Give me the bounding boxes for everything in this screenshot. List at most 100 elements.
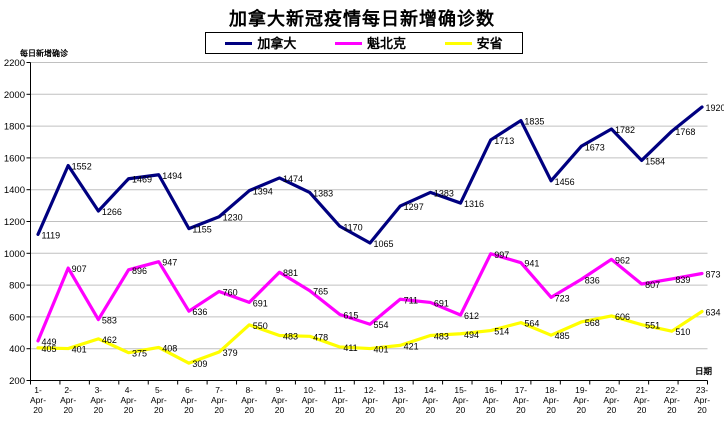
data-label-quebec: 554 <box>374 320 389 330</box>
quebec-line-swatch-icon <box>334 41 362 45</box>
y-axis-tick-label: 1400 <box>4 185 25 196</box>
data-label-canada: 1584 <box>645 156 665 166</box>
x-axis-label: 20 <box>607 405 617 415</box>
data-label-ontario: 510 <box>675 327 690 337</box>
x-axis-label: 20 <box>305 405 315 415</box>
data-label-canada: 1230 <box>223 213 243 223</box>
data-label-quebec: 760 <box>223 287 238 297</box>
data-label-ontario: 483 <box>434 332 449 342</box>
data-label-canada: 1713 <box>494 136 514 146</box>
x-axis-label: 20 <box>275 405 285 415</box>
y-axis-tick-label: 1000 <box>4 249 25 260</box>
data-label-ontario: 421 <box>404 341 419 351</box>
data-label-ontario: 634 <box>706 307 721 317</box>
legend-item-ontario: 安省 <box>444 37 503 50</box>
x-axis-label: 20 <box>94 405 104 415</box>
x-axis-label: Apr- <box>694 395 710 405</box>
x-axis-label: Apr- <box>121 395 137 405</box>
data-label-canada: 1494 <box>162 171 182 181</box>
data-label-ontario: 408 <box>162 343 177 353</box>
x-axis-label: 20 <box>456 405 466 415</box>
x-axis-label: 20 <box>486 405 496 415</box>
data-label-canada: 1768 <box>675 127 695 137</box>
data-label-quebec: 907 <box>72 264 87 274</box>
x-axis-label: 9- <box>276 385 284 395</box>
x-axis-label: Apr- <box>60 395 76 405</box>
data-label-quebec: 615 <box>343 311 358 321</box>
x-axis-label: Apr- <box>271 395 287 405</box>
data-label-canada: 1383 <box>313 188 333 198</box>
x-axis-label: Apr- <box>362 395 378 405</box>
data-label-canada: 1474 <box>283 174 303 184</box>
x-axis-label: Apr- <box>151 395 167 405</box>
x-axis-label: 2- <box>64 385 72 395</box>
legend-item-canada: 加拿大 <box>225 37 296 50</box>
ontario-line-swatch-icon <box>444 41 472 45</box>
data-label-ontario: 462 <box>102 335 117 345</box>
x-axis-label: 20 <box>516 405 526 415</box>
data-label-canada: 1394 <box>253 187 273 197</box>
x-axis-label: 20- <box>605 385 617 395</box>
x-axis-label: Apr- <box>664 395 680 405</box>
x-axis-label: 16- <box>485 385 497 395</box>
x-axis-label: 11- <box>334 385 346 395</box>
y-axis-tick-label: 2200 <box>4 58 25 69</box>
y-axis-tick-label: 1800 <box>4 122 25 133</box>
x-axis-label: Apr- <box>211 395 227 405</box>
x-axis-label: 20 <box>214 405 224 415</box>
y-axis-tick-label: 600 <box>9 312 25 323</box>
x-axis-label: 21- <box>635 385 647 395</box>
data-label-quebec: 881 <box>283 268 298 278</box>
data-label-ontario: 550 <box>253 321 268 331</box>
x-axis-label: Apr- <box>573 395 589 405</box>
legend-label-canada: 加拿大 <box>257 35 297 51</box>
x-axis-label: Apr- <box>332 395 348 405</box>
data-label-ontario: 411 <box>343 343 357 353</box>
x-axis-label: 23- <box>696 385 708 395</box>
data-label-canada: 1456 <box>555 177 575 187</box>
x-axis-label: 20 <box>426 405 436 415</box>
data-label-canada: 1316 <box>464 199 484 209</box>
y-axis-tick-label: 2000 <box>4 90 25 101</box>
data-label-quebec: 962 <box>615 255 630 265</box>
data-label-canada: 1920 <box>706 103 724 113</box>
x-axis-label: 18- <box>545 385 557 395</box>
data-label-ontario: 606 <box>615 312 630 322</box>
data-label-quebec: 997 <box>494 250 509 260</box>
x-axis-label: 20 <box>33 405 43 415</box>
legend: 加拿大 魁北克 安省 <box>205 32 523 54</box>
x-axis-label: 20 <box>63 405 73 415</box>
x-axis-label: 20 <box>365 405 375 415</box>
x-axis-label: Apr- <box>453 395 469 405</box>
data-label-quebec: 612 <box>464 311 479 321</box>
x-axis-label: 20 <box>546 405 556 415</box>
x-axis-label: Apr- <box>302 395 318 405</box>
data-label-quebec: 836 <box>585 275 600 285</box>
x-axis-label: 14- <box>424 385 436 395</box>
data-label-ontario: 494 <box>464 330 479 340</box>
data-label-canada: 1469 <box>132 175 152 185</box>
data-label-ontario: 309 <box>192 359 207 369</box>
data-label-canada: 1155 <box>192 225 211 235</box>
data-label-ontario: 514 <box>494 327 509 337</box>
x-axis-label: 19- <box>575 385 587 395</box>
legend-item-quebec: 魁北克 <box>334 37 406 50</box>
y-axis-tick-label: 200 <box>9 376 25 387</box>
x-axis-label: Apr- <box>603 395 619 405</box>
x-axis-label: 20 <box>184 405 194 415</box>
data-label-quebec: 636 <box>192 307 207 317</box>
x-axis-label: 20 <box>154 405 164 415</box>
data-label-quebec: 807 <box>645 280 660 290</box>
data-label-quebec: 449 <box>42 337 57 347</box>
data-label-quebec: 723 <box>555 293 570 303</box>
y-axis-tick-label: 800 <box>9 281 25 292</box>
data-label-canada: 1782 <box>615 125 635 135</box>
x-axis-label: 3- <box>95 385 103 395</box>
data-label-quebec: 583 <box>102 316 117 326</box>
x-axis-label: 5- <box>155 385 163 395</box>
data-label-canada: 1835 <box>524 117 544 127</box>
data-label-quebec: 896 <box>132 266 147 276</box>
series-line-canada <box>36 105 704 245</box>
x-axis-label: 13- <box>394 385 406 395</box>
